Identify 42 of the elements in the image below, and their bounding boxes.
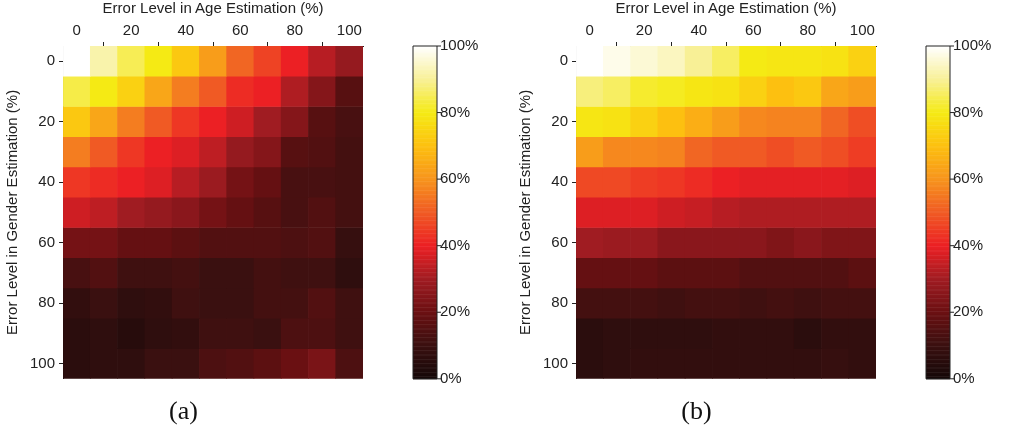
text: (b) <box>681 396 712 426</box>
x-tick-label: 80 <box>286 21 304 39</box>
y-tick-label: 80 <box>38 293 56 311</box>
y-tick-label: 100 <box>543 353 569 371</box>
color-bar-label: 100% <box>440 36 479 54</box>
x-tick-label: 40 <box>177 21 195 39</box>
y-tick-label: 0 <box>559 51 569 69</box>
y-tick-label: 60 <box>551 232 569 250</box>
color-bar-label: 20% <box>440 302 471 320</box>
y-tick-label: 20 <box>551 111 569 129</box>
y-tick-label: 60 <box>38 232 56 250</box>
x-tick-label: 0 <box>72 21 81 39</box>
color-bar-label: 40% <box>440 235 471 253</box>
y-tick-label: 20 <box>38 111 56 129</box>
color-bar-label: 80% <box>953 102 984 120</box>
color-bar-label: 80% <box>440 102 471 120</box>
x-tick-label: 0 <box>585 21 594 39</box>
y-tick-label: 0 <box>46 51 56 69</box>
color-bar-label: 60% <box>440 169 471 187</box>
x-tick-label: 20 <box>122 21 140 39</box>
y-axis-title: Error Level in Gender Estimation (%) <box>3 89 21 335</box>
x-tick-label: 80 <box>799 21 817 39</box>
color-bar-label: 0% <box>953 368 975 386</box>
color-bar-label: 60% <box>953 169 984 187</box>
y-axis-title: Error Level in Gender Estimation (%) <box>516 89 534 335</box>
color-bar-label: 20% <box>953 302 984 320</box>
x-tick-label: 40 <box>690 21 708 39</box>
y-tick-label: 40 <box>38 172 56 190</box>
x-tick-label: 60 <box>744 21 762 39</box>
x-axis-title: Error Level in Age Estimation (%) <box>102 0 324 17</box>
x-tick-label: 60 <box>231 21 249 39</box>
y-tick-label: 40 <box>551 172 569 190</box>
x-tick-label: 20 <box>635 21 653 39</box>
text: (a) <box>169 396 198 426</box>
x-tick-label: 100 <box>849 21 875 39</box>
y-tick-label: 80 <box>551 293 569 311</box>
color-bar-label: 40% <box>953 235 984 253</box>
color-bar-label: 100% <box>953 36 992 54</box>
color-bar-label: 0% <box>440 368 462 386</box>
x-axis-title: Error Level in Age Estimation (%) <box>615 0 837 17</box>
x-tick-label: 100 <box>336 21 362 39</box>
y-tick-label: 100 <box>30 353 56 371</box>
